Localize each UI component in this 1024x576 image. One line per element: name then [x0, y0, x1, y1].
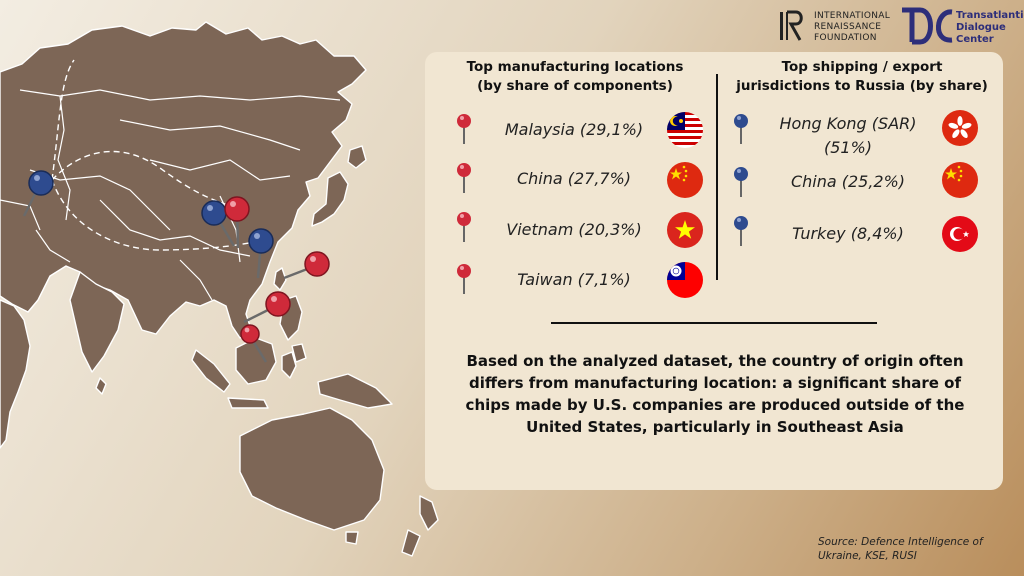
turkey-flag-icon: [942, 216, 978, 252]
manufacturing-title-line-2: (by share of components): [477, 78, 673, 94]
manufacturing-pin-malaysia: [240, 324, 268, 363]
irf-logo-icon: [780, 10, 803, 41]
manufacturing-pin-icon: [457, 163, 471, 193]
australia-land: [239, 407, 385, 531]
section-divider: [551, 322, 877, 324]
malaysia-flag-icon: [667, 112, 703, 148]
manufacturing-pin-vietnam: [243, 291, 291, 324]
shipping-pin-icon: [734, 114, 748, 144]
manufacturing-pin-icon: [224, 196, 250, 222]
manufacturing-pin-icon: [240, 324, 260, 344]
shipping-title-line-1: Top shipping / export: [781, 59, 943, 75]
shipping-pin-icon: [248, 228, 274, 254]
manufacturing-pin-icon: [457, 212, 471, 242]
manufacturing-pin-icon: [457, 264, 471, 294]
irf-logo-line-3: FOUNDATION: [814, 33, 877, 43]
shipping-pin-icon: [734, 216, 748, 246]
shipping-label: Turkey (8,4%): [792, 224, 904, 243]
shipping-title-line-2: jurisdictions to Russia (by share): [736, 78, 988, 94]
column-divider: [716, 74, 718, 280]
shipping-label: Hong Kong (SAR) (51%): [760, 112, 936, 160]
manufacturing-label: Vietnam (20,3%): [506, 220, 642, 239]
borneo-land: [235, 337, 277, 385]
irf-logo-line-2: RENAISSANCE: [814, 22, 882, 32]
shipping-label-line-2: (51%): [823, 138, 873, 157]
tdc-logo-line-3: Center: [956, 34, 994, 45]
manufacturing-pin-china: [224, 196, 250, 249]
shipping-pin-icon: [201, 200, 227, 226]
source-credit-line-1: Source: Defence Intelligence of: [818, 536, 983, 548]
landmass: [0, 21, 439, 557]
vietnam-flag-icon: [667, 212, 703, 248]
new-guinea-land: [317, 373, 393, 409]
tdc-logo-line-2: Dialogue: [956, 22, 1006, 33]
shipping-pin-icon: [734, 167, 748, 197]
manufacturing-pin-taiwan: [283, 251, 330, 280]
india-land: [69, 271, 125, 373]
tdc-logo-icon: [902, 7, 953, 45]
shipping-label: China (25,2%): [790, 172, 906, 191]
country-borders: [0, 89, 341, 301]
shipping-pin-russia: [22, 170, 54, 217]
analysis-note-line-4: United States, particularly in Southeast…: [526, 418, 904, 436]
analysis-note-line-3: chips made by U.S. companies are produce…: [465, 396, 965, 414]
manufacturing-label: China (27,7%): [516, 169, 632, 188]
analysis-note-line-2: differs from manufacturing location: a s…: [468, 374, 961, 392]
japan-land: [311, 171, 349, 227]
africa-land: [0, 299, 31, 449]
shipping-pin-hong-kong: [248, 228, 274, 279]
manufacturing-title-line-1: Top manufacturing locations: [466, 59, 684, 75]
analysis-note-line-1: Based on the analyzed dataset, the count…: [466, 352, 964, 370]
analysis-note: Based on the analyzed dataset, the count…: [450, 350, 980, 438]
tdc-logo-line-1: Transatlantic: [956, 10, 1024, 21]
manufacturing-title: Top manufacturing locations (by share of…: [440, 58, 710, 96]
shipping-title: Top shipping / export jurisdictions to R…: [722, 58, 1002, 96]
source-credit: Source: Defence Intelligence of Ukraine,…: [818, 535, 1008, 563]
manufacturing-label: Malaysia (29,1%): [504, 120, 644, 139]
manufacturing-pin-icon: [265, 291, 291, 317]
shipping-pin-icon: [28, 170, 54, 196]
eurasia-land: [0, 21, 367, 339]
taiwan-flag-icon: [667, 262, 703, 298]
china-flag-icon: [942, 162, 978, 198]
china-flag-icon: [667, 162, 703, 198]
irf-logo-line-1: INTERNATIONAL: [814, 11, 891, 21]
source-credit-line-2: Ukraine, KSE, RUSI: [818, 550, 917, 562]
shipping-label-line-1: Hong Kong (SAR): [779, 114, 917, 133]
hong-kong-flag-icon: [942, 110, 978, 146]
manufacturing-pin-icon: [304, 251, 330, 277]
manufacturing-pin-icon: [457, 114, 471, 144]
manufacturing-label: Taiwan (7,1%): [517, 270, 631, 289]
info-panel: [425, 52, 1003, 490]
